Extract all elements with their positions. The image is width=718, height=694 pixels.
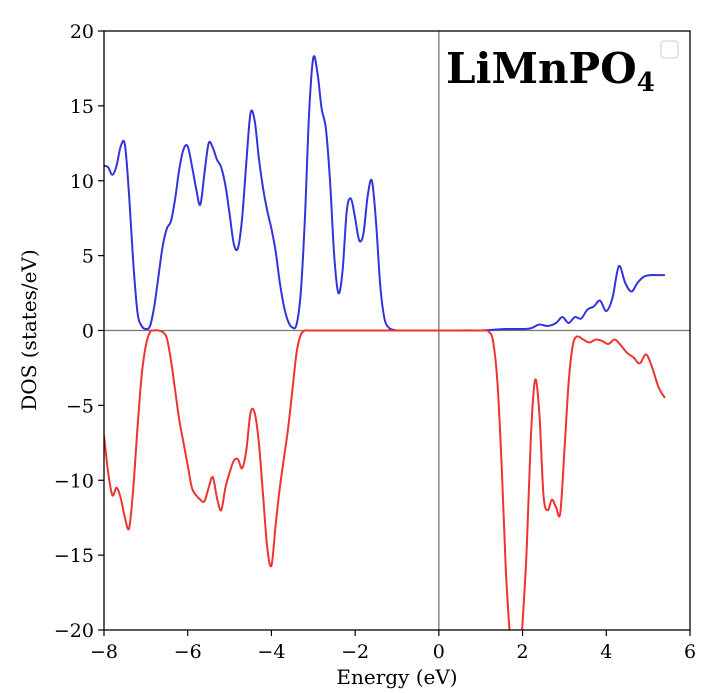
- y-axis-label: DOS (states/eV): [17, 249, 41, 410]
- x-tick-label: −6: [174, 641, 202, 663]
- chart-title-subscript: 4: [637, 68, 655, 98]
- x-tick-label: 0: [433, 641, 445, 663]
- legend-box: [660, 40, 679, 59]
- chart-title: LiMnPO4: [446, 44, 655, 98]
- y-tick-label: 0: [82, 321, 94, 343]
- x-tick-label: −2: [341, 641, 369, 663]
- y-tick-label: −10: [54, 470, 94, 492]
- x-tick-label: −4: [257, 641, 285, 663]
- x-tick-label: 2: [517, 641, 529, 663]
- x-tick-label: 4: [600, 641, 612, 663]
- y-tick-label: −5: [66, 395, 94, 417]
- spin-down-dos-line: [104, 329, 666, 630]
- y-tick-label: 15: [70, 96, 94, 118]
- x-tick-label: −8: [90, 641, 118, 663]
- y-tick-label: 10: [70, 171, 94, 193]
- y-tick-label: −15: [54, 545, 94, 567]
- y-tick-label: 5: [82, 246, 94, 268]
- x-tick-label: 6: [684, 641, 696, 663]
- spin-up-dos-line: [104, 55, 665, 332]
- x-axis-label: Energy (eV): [336, 665, 457, 689]
- y-tick-label: −20: [54, 620, 94, 642]
- y-tick-label: 20: [70, 21, 94, 43]
- chart-title-main: LiMnPO: [446, 44, 637, 93]
